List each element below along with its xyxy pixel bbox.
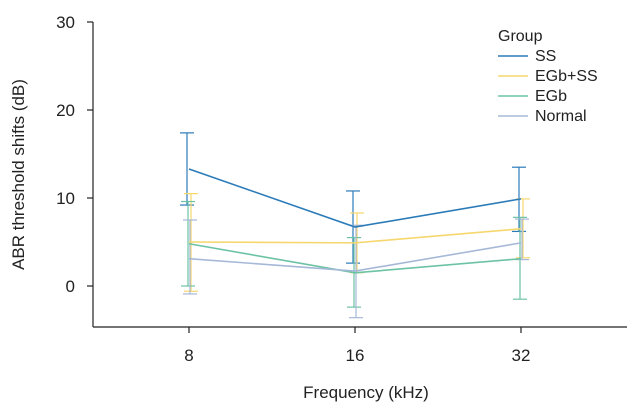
legend-title: Group	[498, 28, 543, 45]
y-tick-label: 10	[56, 189, 75, 208]
series-line-ss	[188, 168, 522, 228]
y-tick-label: 20	[56, 101, 75, 120]
series-line-egb-ss	[188, 228, 522, 244]
axes	[92, 22, 627, 328]
y-tick-label: 0	[66, 277, 75, 296]
legend-label: Normal	[535, 108, 587, 125]
legend-label: EGb	[535, 88, 567, 105]
legend: Group SS EGb+SS EGb Normal	[498, 28, 598, 125]
series-line-normal	[188, 242, 522, 272]
y-tick-label: 30	[56, 13, 75, 32]
x-tick-label: 8	[184, 346, 193, 365]
y-ticks: 0 10 20 30	[56, 13, 93, 296]
legend-label: EGb+SS	[535, 68, 598, 85]
series-lines	[188, 168, 522, 274]
error-bars	[180, 132, 530, 319]
x-tick-label: 16	[346, 346, 365, 365]
y-axis-title: ABR threshold shifts (dB)	[9, 79, 28, 270]
x-tick-label: 32	[512, 346, 531, 365]
legend-label: SS	[535, 48, 556, 65]
x-ticks: 8 16 32	[184, 327, 530, 365]
series-line-egb	[188, 242, 522, 274]
x-axis-title: Frequency (kHz)	[303, 383, 429, 402]
